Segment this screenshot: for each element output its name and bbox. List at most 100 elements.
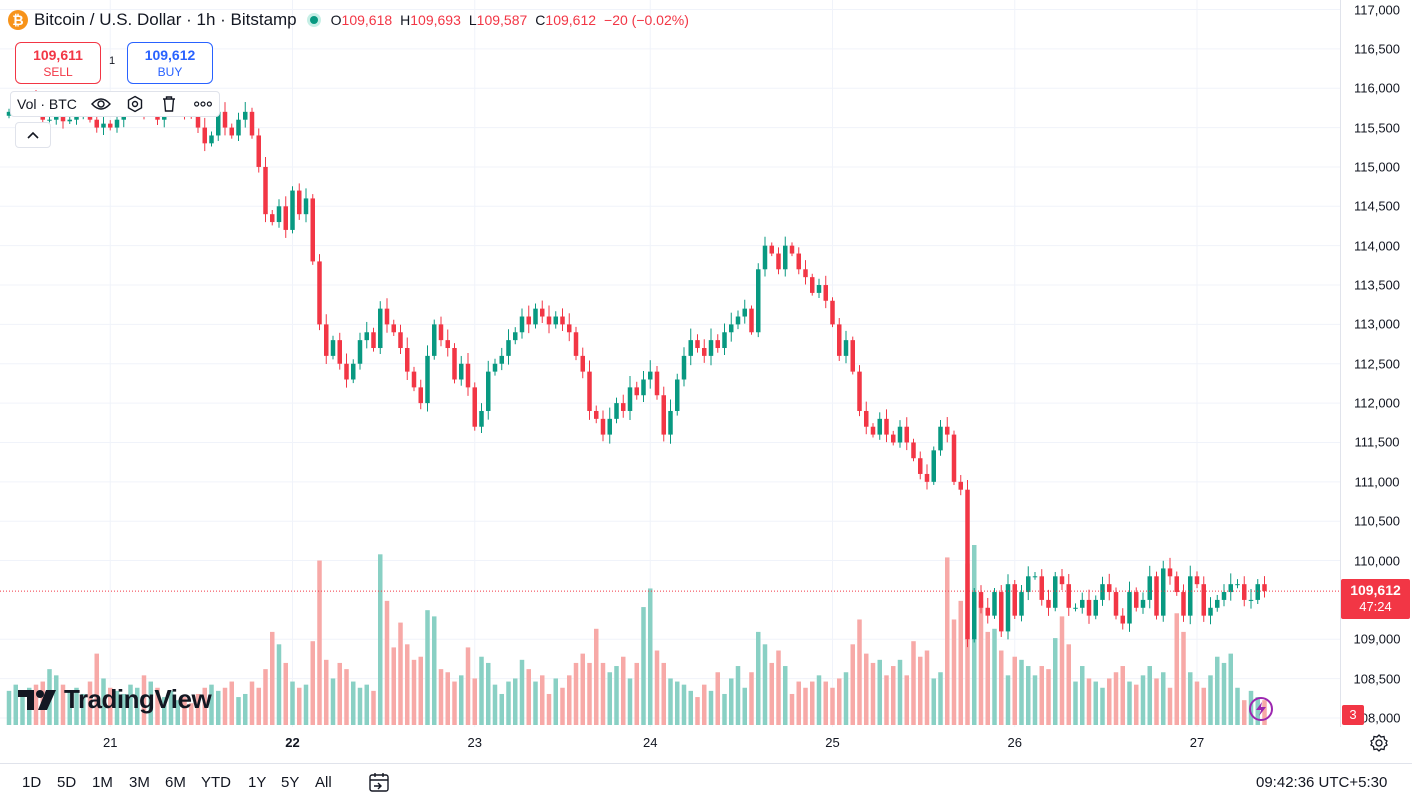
candle-body	[648, 371, 653, 380]
volume-bar	[1208, 675, 1213, 725]
price-tick-label: 108,500	[1353, 671, 1401, 687]
candlestick-chart[interactable]	[0, 0, 1340, 727]
volume-bar	[762, 644, 768, 725]
candle-body	[1059, 576, 1065, 585]
volume-bar	[1086, 678, 1092, 725]
candle-body	[297, 190, 302, 215]
volume-bar	[283, 662, 288, 725]
trash-icon[interactable]	[159, 94, 179, 114]
candle-body	[67, 119, 72, 122]
volume-bar	[506, 681, 511, 725]
range-button-5y[interactable]: 5Y	[281, 774, 300, 791]
candle-body	[256, 135, 261, 167]
volume-bar	[776, 650, 781, 725]
candle-body	[337, 340, 342, 364]
range-button-ytd[interactable]: YTD	[201, 774, 231, 791]
volume-bar	[324, 659, 329, 725]
logo-text: TradingView	[64, 684, 212, 714]
time-tick-label: 23	[467, 735, 482, 750]
spread-value: 1	[109, 55, 116, 67]
candle-body	[249, 111, 255, 136]
candle-body	[803, 269, 808, 278]
range-button-all[interactable]: All	[315, 774, 332, 791]
range-button-5d[interactable]: 5D	[57, 774, 77, 791]
time-axis[interactable]: 21 22 23 24 25 26 27	[0, 727, 1340, 757]
candle-body	[1066, 584, 1071, 608]
volume-bar	[405, 644, 410, 725]
volume-bar	[877, 659, 882, 725]
volume-bar	[236, 697, 241, 725]
candle-body	[1208, 607, 1213, 616]
last-price-tag: 109,612 47:24	[1341, 579, 1410, 619]
volume-bar	[1228, 653, 1233, 725]
candle-body	[519, 316, 525, 333]
candle-body	[222, 111, 228, 128]
candle-body	[94, 119, 99, 128]
volume-bar	[722, 693, 727, 725]
candle-body	[1113, 592, 1119, 616]
range-button-1y[interactable]: 1Y	[248, 774, 267, 791]
collapse-legend-button[interactable]	[15, 122, 51, 148]
volume-bar	[384, 600, 390, 725]
volume-bar	[756, 631, 761, 725]
candle-body	[540, 308, 545, 317]
range-button-1d[interactable]: 1D	[22, 774, 42, 791]
price-tick-label: 114,000	[1353, 238, 1401, 254]
volume-bar	[553, 678, 558, 725]
ohlc-open: O109,618	[330, 12, 393, 28]
settings-icon[interactable]	[125, 94, 145, 114]
candle-body	[654, 371, 660, 396]
volume-bar	[425, 610, 430, 725]
volume-bar	[290, 681, 295, 725]
tradingview-logo[interactable]: TradingView	[18, 684, 212, 715]
candle-body	[1188, 576, 1193, 616]
candle-body	[486, 371, 491, 411]
candle-body	[924, 473, 930, 482]
candle-body	[351, 363, 356, 380]
volume-bar	[1154, 678, 1159, 725]
market-status-icon[interactable]	[306, 13, 321, 27]
range-button-6m[interactable]: 6M	[165, 774, 186, 791]
candle-body	[769, 245, 774, 254]
volume-bar	[857, 619, 862, 725]
candle-body	[411, 371, 417, 388]
volume-bar	[580, 653, 585, 725]
tradingview-logo-icon	[18, 689, 56, 710]
candle-body	[911, 442, 916, 459]
buy-button[interactable]: 109,612 BUY	[127, 42, 213, 84]
lightning-icon[interactable]	[1249, 697, 1273, 721]
volume-bar	[641, 607, 646, 725]
volume-legend[interactable]: Vol · BTC	[10, 91, 220, 117]
volume-bar	[810, 681, 815, 725]
candle-body	[445, 340, 450, 349]
candle-body	[216, 111, 221, 136]
price-tick-label: 114,500	[1353, 198, 1401, 214]
more-icon[interactable]	[193, 94, 213, 114]
sell-button[interactable]: 109,611 SELL	[15, 42, 101, 84]
range-button-3m[interactable]: 3M	[129, 774, 150, 791]
eye-icon[interactable]	[90, 94, 111, 114]
volume-bar	[594, 628, 599, 725]
time-tick-label: 25	[825, 735, 840, 750]
volume-bar	[371, 690, 376, 725]
volume-bar	[101, 678, 106, 725]
volume-bar	[114, 690, 120, 725]
candle-body	[1093, 599, 1098, 616]
volume-bar	[276, 644, 282, 725]
gear-icon[interactable]	[1369, 733, 1389, 753]
volume-bar	[735, 666, 741, 725]
volume-bar	[209, 684, 214, 725]
clock-timezone[interactable]: 09:42:36 UTC+5:30	[1256, 774, 1388, 791]
candle-body	[101, 123, 106, 128]
volume-bar	[155, 687, 160, 725]
range-button-1m[interactable]: 1M	[92, 774, 113, 791]
chart-area[interactable]	[0, 0, 1340, 727]
candle-body	[384, 308, 390, 325]
price-axis[interactable]: 117,000 116,500 116,000 115,500 115,000 114,5…	[1340, 0, 1412, 727]
symbol-title[interactable]: Bitcoin / U.S. Dollar · 1h · Bitstamp	[34, 10, 297, 29]
price-tick-label: 112,500	[1353, 356, 1401, 372]
volume-bar	[60, 684, 66, 725]
volume-bar	[783, 666, 788, 725]
calendar-goto-icon[interactable]	[367, 771, 391, 800]
candle-body	[1134, 592, 1139, 608]
